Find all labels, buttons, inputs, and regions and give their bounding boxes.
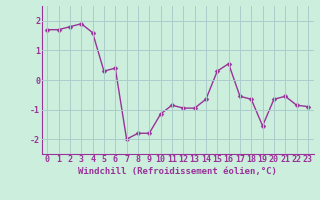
X-axis label: Windchill (Refroidissement éolien,°C): Windchill (Refroidissement éolien,°C) [78, 167, 277, 176]
